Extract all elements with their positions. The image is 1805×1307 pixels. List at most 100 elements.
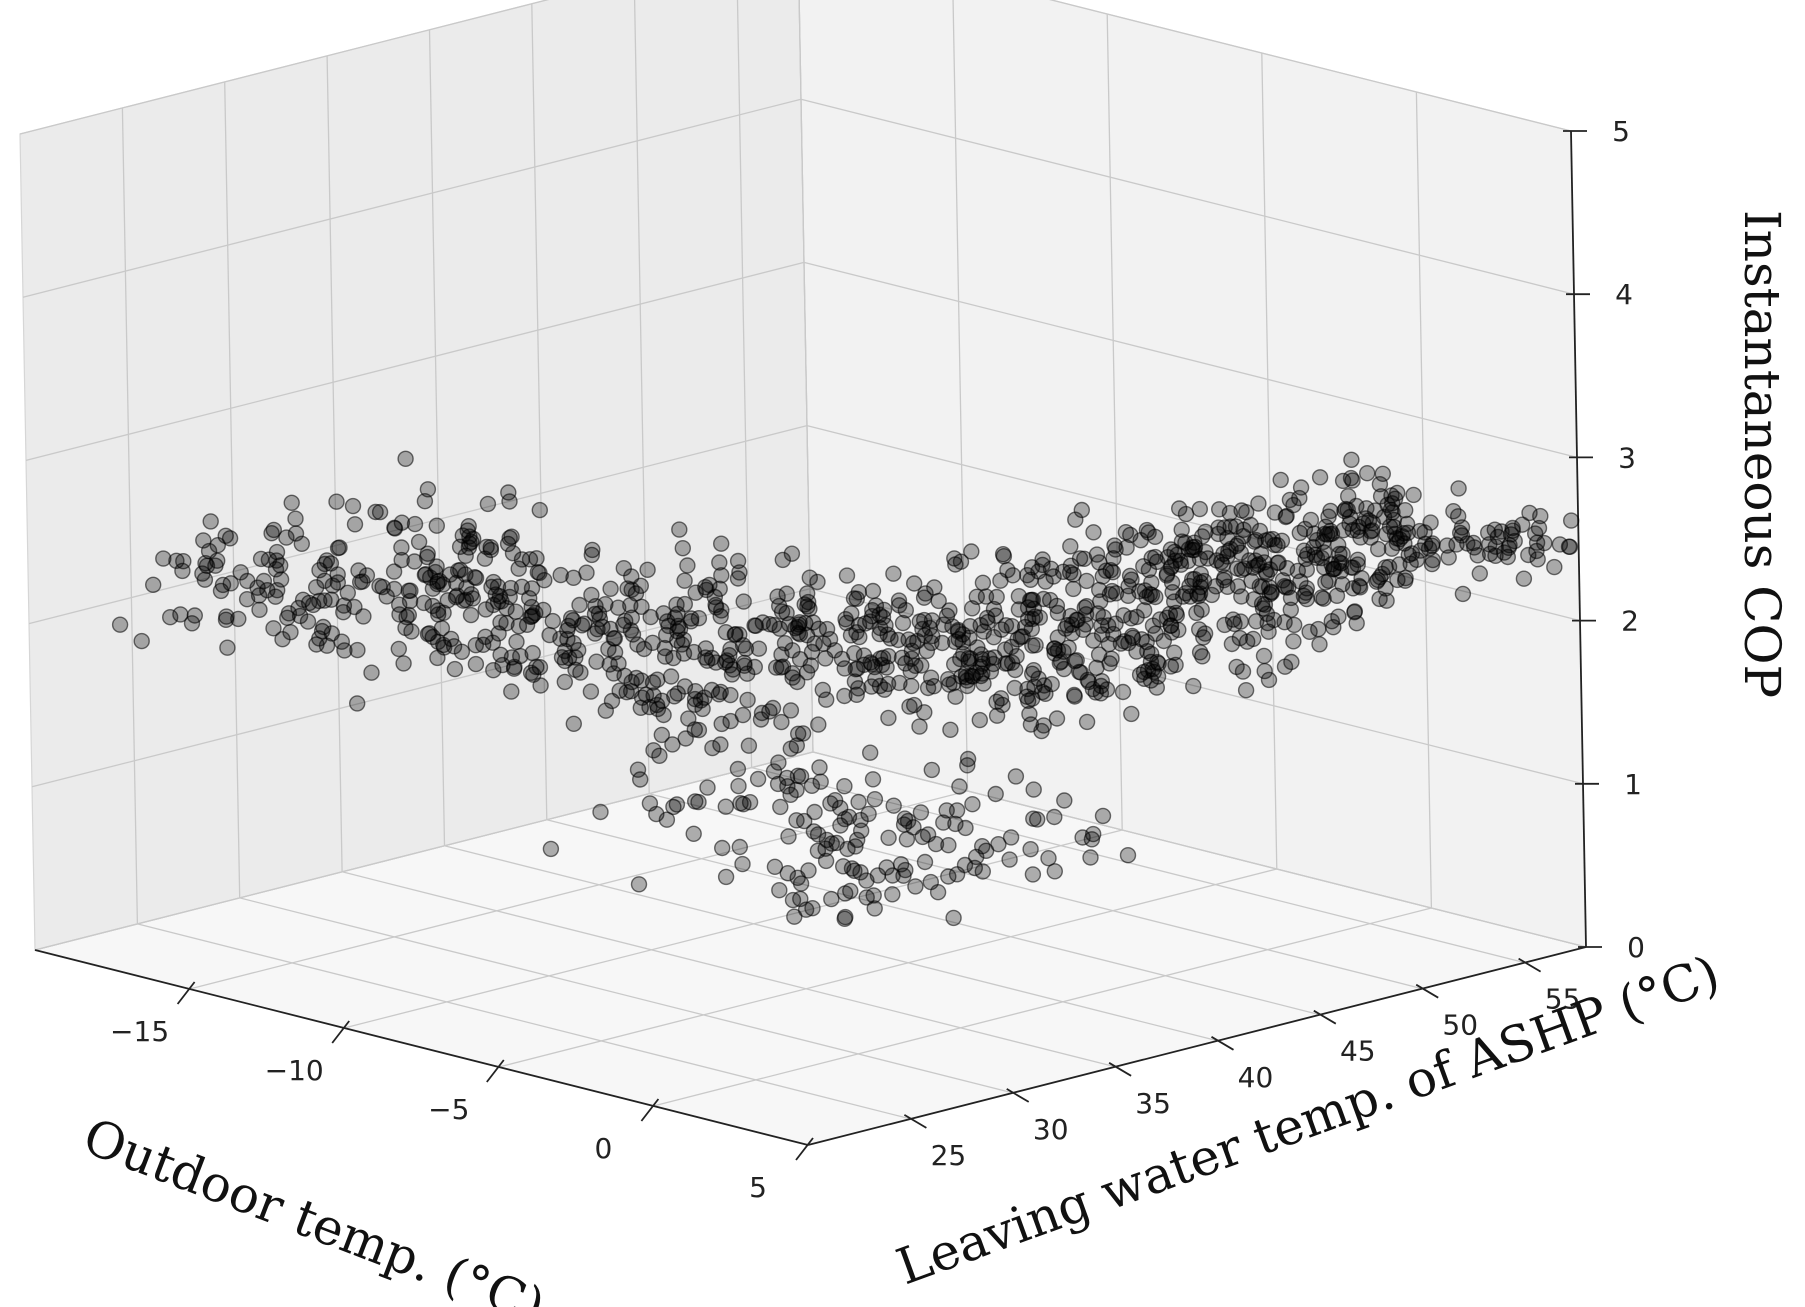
z-gridline-back <box>800 98 1575 295</box>
scatter-point <box>1195 629 1212 646</box>
scatter-point <box>950 621 967 639</box>
scatter-point <box>565 569 582 586</box>
scatter-point <box>1216 616 1233 634</box>
scatter-point <box>1191 500 1209 518</box>
scatter-point <box>948 802 966 819</box>
x-tick-label: 0 <box>594 1132 612 1165</box>
scatter-point <box>703 649 721 667</box>
scatter-point <box>454 527 471 544</box>
scatter-point <box>552 566 569 584</box>
scatter-point <box>799 598 816 615</box>
scatter-point <box>316 572 333 589</box>
scatter-point <box>714 839 731 857</box>
scatter-point <box>843 605 860 622</box>
scatter-point <box>272 557 289 574</box>
scatter-point <box>393 514 411 531</box>
scatter-point <box>651 747 668 764</box>
scatter-point <box>645 687 662 704</box>
scatter-point <box>639 561 656 578</box>
scatter-point <box>1405 486 1422 504</box>
scatter-point <box>1551 536 1569 553</box>
scatter-point <box>1349 522 1366 539</box>
scatter-point <box>501 493 518 510</box>
scatter-point <box>1019 610 1037 628</box>
scatter-point <box>1378 525 1395 543</box>
scatter-point <box>1076 550 1093 567</box>
x-gridline-back <box>1261 52 1278 870</box>
scatter-point <box>671 521 688 538</box>
x-gridline-floor <box>498 868 1277 1068</box>
scatter-point <box>863 678 880 695</box>
scatter-point <box>1162 541 1180 558</box>
scatter-point <box>592 803 609 821</box>
scatter-point <box>424 597 441 615</box>
scatter-point <box>912 804 930 821</box>
scatter-point <box>642 608 659 626</box>
scatter-point <box>230 610 247 628</box>
scatter-point <box>1378 592 1395 609</box>
scatter-point <box>1207 578 1225 595</box>
y-gridline-left <box>633 0 650 794</box>
y-gridline-left <box>121 107 139 924</box>
scatter-point <box>217 611 235 628</box>
scatter-point <box>1071 550 1089 567</box>
scatter-point <box>770 754 787 771</box>
scatter-point <box>1095 609 1112 626</box>
scatter-point <box>971 711 988 729</box>
z-tick-label: 3 <box>1618 441 1636 474</box>
scatter-point <box>1025 810 1042 827</box>
scatter-point <box>629 761 647 778</box>
scatter-point <box>838 614 855 632</box>
scatter-point <box>282 624 299 641</box>
scatter-point <box>952 553 970 570</box>
scatter-point <box>999 655 1016 672</box>
scatter-point <box>814 681 831 699</box>
scatter-point <box>421 625 438 642</box>
scatter-point <box>792 768 810 785</box>
scatter-point <box>219 639 236 656</box>
scatter-point <box>466 569 483 586</box>
scatter-point <box>1167 656 1184 674</box>
scatter-point <box>1260 671 1278 689</box>
scatter-point <box>1140 524 1157 541</box>
scatter-point <box>1380 558 1398 576</box>
scatter-point <box>1272 471 1289 489</box>
scatter-point <box>818 831 836 849</box>
scatter-point <box>1210 525 1227 543</box>
scatter-point <box>208 552 226 569</box>
scatter-point <box>927 835 945 853</box>
scatter-point <box>503 683 520 700</box>
z-axis-title: Instantaneous COP <box>1733 210 1791 698</box>
scatter-point <box>925 678 943 695</box>
scatter-point <box>316 592 333 609</box>
scatter-point <box>1055 660 1073 678</box>
scatter-point <box>653 692 671 709</box>
scatter-point <box>843 860 861 877</box>
scatter-point <box>729 570 747 587</box>
scatter-point <box>1231 629 1249 647</box>
scatter-point <box>1339 488 1357 505</box>
scatter-point <box>662 668 680 685</box>
scatter-point <box>1185 677 1202 695</box>
scatter-point <box>1454 585 1472 603</box>
scatter-point <box>490 625 507 642</box>
scatter-point <box>994 546 1012 563</box>
z-gridline-left <box>22 98 802 298</box>
scatter-point <box>778 769 796 787</box>
scatter-point <box>501 529 518 547</box>
scatter-point <box>690 610 708 627</box>
scatter-point <box>803 777 821 794</box>
scatter-point <box>1311 636 1328 653</box>
grid-lines <box>19 0 1587 1120</box>
scatter-point <box>746 658 763 676</box>
scatter-point <box>390 640 407 658</box>
scatter-point <box>957 819 974 837</box>
scatter-point <box>735 796 752 813</box>
scatter-point <box>1237 682 1255 699</box>
scatter-point <box>942 721 959 738</box>
scatter-point <box>195 532 212 549</box>
scatter-point <box>1190 621 1208 638</box>
scatter-point <box>1465 534 1482 552</box>
scatter-point <box>985 600 1003 618</box>
